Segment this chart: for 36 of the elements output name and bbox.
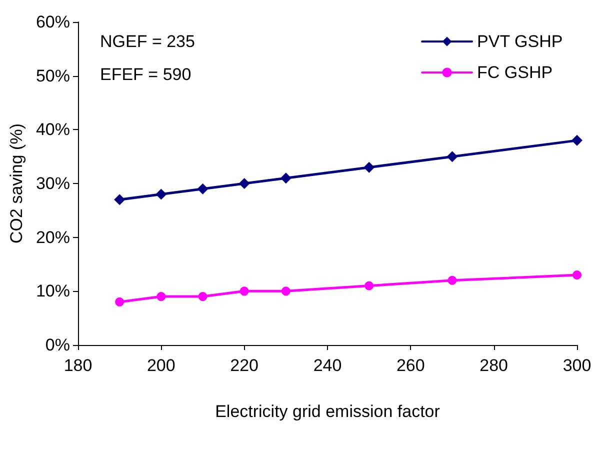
y-tick-label: 20% bbox=[36, 228, 70, 247]
point bbox=[156, 188, 167, 200]
point bbox=[198, 292, 208, 302]
x-tick-label: 260 bbox=[396, 356, 425, 375]
point bbox=[448, 276, 457, 285]
x-tick-label: 300 bbox=[562, 356, 592, 375]
point bbox=[238, 178, 250, 189]
point bbox=[572, 134, 582, 146]
y-tick-label: 40% bbox=[36, 120, 70, 140]
legend-label: PVT GSHP bbox=[477, 32, 563, 51]
x-tick-label: 200 bbox=[146, 356, 176, 375]
point bbox=[281, 286, 290, 296]
point bbox=[364, 281, 374, 290]
point bbox=[114, 194, 126, 206]
y-tick-label: 10% bbox=[36, 282, 70, 301]
legend-label: FC GSHP bbox=[477, 63, 553, 82]
x-tick-label: 240 bbox=[313, 356, 342, 375]
point bbox=[446, 151, 458, 162]
y-tick-label: 30% bbox=[36, 174, 70, 193]
point bbox=[240, 286, 249, 296]
y-tick-label: 50% bbox=[36, 66, 70, 86]
x-axis-title: Electricity grid emission factor bbox=[215, 402, 440, 421]
point bbox=[280, 172, 292, 184]
x-tick-label: 180 bbox=[64, 356, 92, 375]
point bbox=[197, 183, 208, 194]
point bbox=[364, 162, 375, 173]
y-axis-title: CO2 saving (%) bbox=[7, 124, 26, 244]
x-tick-label: 220 bbox=[230, 356, 259, 375]
point bbox=[156, 292, 166, 302]
y-tick-label: 0% bbox=[45, 336, 70, 354]
x-tick-label: 280 bbox=[480, 356, 508, 375]
annotation: EFEF = 590 bbox=[100, 65, 192, 84]
y-tick-label: 60% bbox=[36, 12, 70, 32]
point bbox=[572, 270, 582, 280]
point bbox=[115, 297, 124, 306]
annotation: NGEF = 235 bbox=[100, 32, 195, 51]
